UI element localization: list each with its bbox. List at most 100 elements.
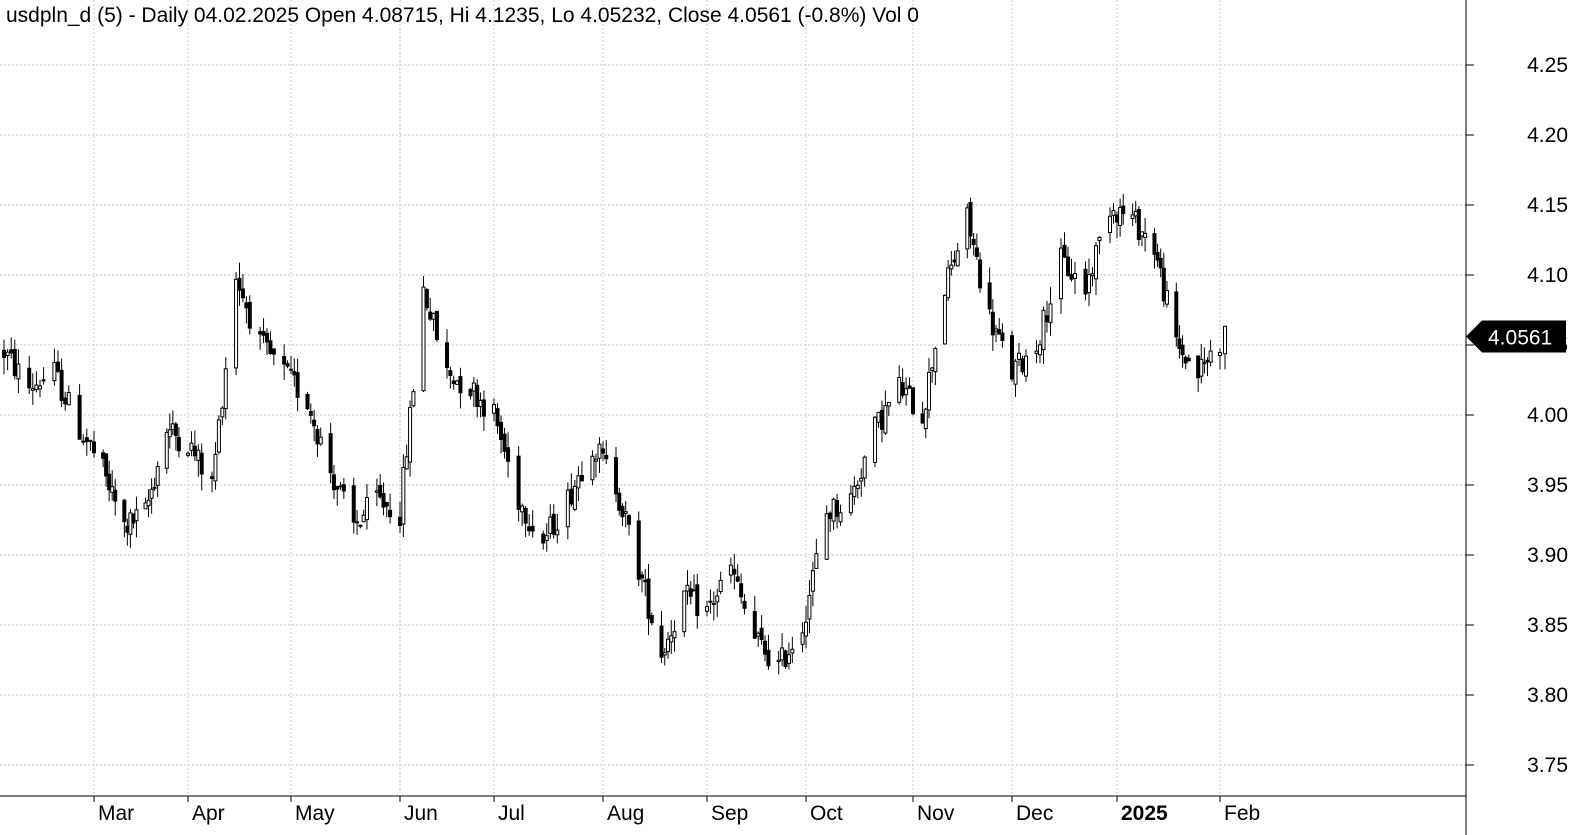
candle-body: [247, 301, 252, 329]
candle: [502, 427, 507, 459]
candle-body: [1069, 274, 1074, 280]
candle: [315, 425, 320, 457]
candle: [978, 252, 983, 293]
candle: [305, 391, 310, 411]
candle-body: [261, 330, 266, 336]
candle: [167, 413, 172, 449]
candle: [1139, 231, 1144, 247]
candle-body: [1111, 210, 1116, 216]
candle-body: [876, 411, 881, 423]
candle-body: [189, 442, 194, 451]
candle: [1108, 207, 1112, 244]
candle-body: [361, 514, 366, 523]
candle-body: [971, 238, 976, 246]
candle-body: [176, 436, 181, 452]
candle: [149, 478, 154, 514]
candle: [855, 480, 860, 499]
candle-body: [1045, 315, 1049, 323]
candle-body: [739, 583, 744, 598]
candle-body: [735, 576, 740, 582]
y-tick-label: 3.75: [1527, 754, 1568, 777]
candle: [92, 430, 96, 458]
candle: [601, 441, 605, 461]
candle-body: [34, 384, 39, 391]
candle-body: [814, 553, 819, 570]
candle-body: [282, 356, 287, 365]
candle-body: [318, 436, 323, 445]
candle: [1202, 347, 1207, 374]
candle-body: [565, 489, 570, 528]
candle-body: [384, 501, 389, 507]
candle: [920, 401, 925, 424]
candle-body: [52, 362, 57, 382]
candle-body: [968, 201, 973, 237]
candle-body: [152, 486, 157, 489]
candle-body: [923, 408, 928, 430]
candle: [1045, 300, 1049, 333]
candle: [338, 481, 343, 490]
candle-body: [852, 485, 857, 498]
candle: [810, 561, 815, 607]
candle-body: [783, 650, 788, 668]
candle: [636, 511, 641, 587]
candle-body: [688, 588, 693, 597]
candle-body: [110, 486, 115, 493]
candle-body: [601, 448, 605, 454]
candle: [711, 591, 716, 621]
candle-body: [77, 394, 82, 440]
candle-body: [862, 456, 867, 479]
candle: [649, 612, 654, 626]
x-tick-label: Mar: [98, 802, 134, 825]
candle-body: [1097, 236, 1102, 242]
candle: [261, 318, 266, 344]
candle: [590, 450, 595, 486]
candle-body: [579, 474, 584, 482]
y-tick-label: 4.10: [1527, 264, 1568, 287]
candle: [220, 405, 225, 426]
x-tick-label: Oct: [810, 802, 843, 825]
candle-body: [780, 647, 785, 661]
candle-body: [408, 406, 413, 463]
candle: [1136, 206, 1141, 246]
candle-body: [541, 533, 546, 544]
candle-body: [952, 259, 957, 263]
candle-body: [879, 409, 884, 430]
candle: [1130, 203, 1135, 226]
candle: [1196, 355, 1201, 392]
candle: [478, 392, 483, 418]
candle: [312, 409, 317, 442]
candle-body: [1196, 355, 1201, 379]
candle: [1083, 261, 1088, 301]
candle: [361, 509, 366, 523]
candle-body: [146, 499, 151, 507]
candle: [431, 312, 436, 332]
candle-body: [1202, 362, 1207, 365]
candle-body: [268, 340, 273, 354]
candle: [759, 615, 764, 645]
candle-body: [997, 328, 1002, 335]
candle-body: [1115, 214, 1119, 223]
candle: [1024, 349, 1028, 382]
candle-body: [220, 407, 225, 418]
candle-body: [285, 363, 290, 367]
candle-body: [495, 408, 500, 427]
candle: [695, 573, 700, 629]
candle: [1133, 200, 1138, 224]
candle: [876, 411, 881, 428]
axes: [0, 0, 1474, 835]
candle: [824, 505, 829, 560]
candle-body: [1041, 309, 1046, 351]
candle: [268, 331, 273, 355]
candle: [1143, 218, 1148, 252]
candle-body: [1087, 274, 1091, 294]
candle: [216, 415, 221, 455]
candle: [1164, 280, 1169, 308]
candle: [1097, 236, 1102, 255]
candle-body: [173, 423, 178, 437]
candle: [378, 474, 383, 500]
candle: [1000, 323, 1005, 348]
candle-body: [623, 511, 628, 514]
candle-body: [1013, 360, 1018, 385]
candle: [643, 569, 648, 597]
candle: [66, 385, 71, 406]
